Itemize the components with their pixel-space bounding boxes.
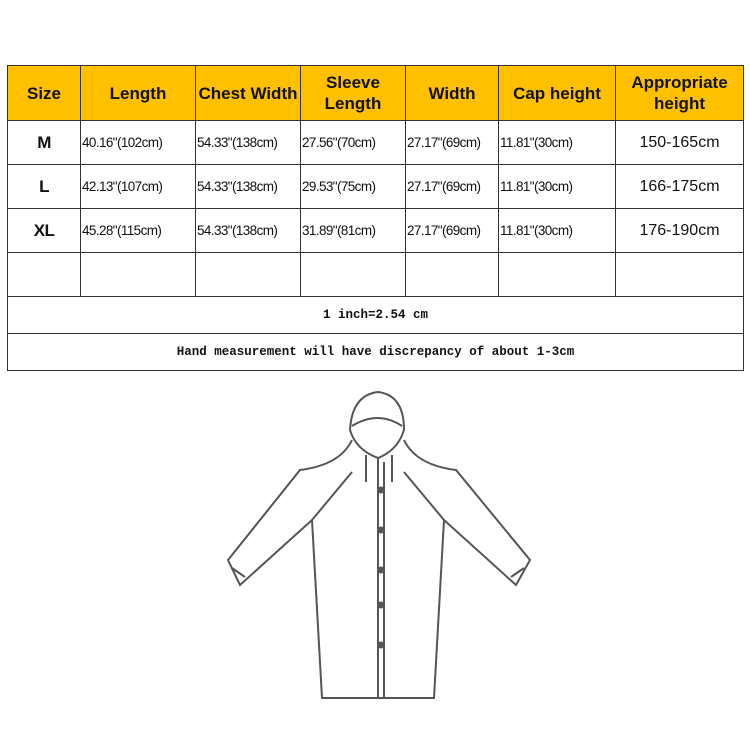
length-cell: 40.16"(102cm) <box>80 120 196 165</box>
header-length: Length <box>80 65 196 121</box>
empty-cell <box>7 252 81 297</box>
buttons <box>377 486 385 649</box>
header-chest-width: Chest Width <box>195 65 301 121</box>
header-width: Width <box>405 65 499 121</box>
table-row: L 42.13"(107cm) 54.33"(138cm) 29.53"(75c… <box>7 164 744 209</box>
cap-height-cell: 11.81"(30cm) <box>498 208 616 253</box>
cap-height-cell: 11.81"(30cm) <box>498 164 616 209</box>
sleeve-length-cell: 29.53"(75cm) <box>300 164 406 209</box>
cap-height-cell: 11.81"(30cm) <box>498 120 616 165</box>
chest-width-cell: 54.33"(138cm) <box>195 120 301 165</box>
header-row: Size Length Chest Width Sleeve Length Wi… <box>7 65 744 121</box>
raincoat-illustration <box>226 390 532 699</box>
sleeve-seams <box>231 471 525 578</box>
table-row: M 40.16"(102cm) 54.33"(138cm) 27.56"(70c… <box>7 120 744 165</box>
header-sleeve-length: Sleeve Length <box>300 65 406 121</box>
unit-conversion-note: 1 inch=2.54 cm <box>7 296 744 334</box>
appropriate-height-cell: 166-175cm <box>615 164 744 209</box>
sleeve-length-cell: 31.89"(81cm) <box>300 208 406 253</box>
width-cell: 27.17"(69cm) <box>405 164 499 209</box>
note-row: Hand measurement will have discrepancy o… <box>7 333 744 371</box>
length-cell: 42.13"(107cm) <box>80 164 196 209</box>
header-cap-height: Cap height <box>498 65 616 121</box>
hood-brim <box>351 417 403 427</box>
empty-row <box>7 252 744 297</box>
table-row: XL 45.28"(115cm) 54.33"(138cm) 31.89"(81… <box>7 208 744 253</box>
size-chart-table: Size Length Chest Width Sleeve Length Wi… <box>7 65 744 371</box>
measurement-note: Hand measurement will have discrepancy o… <box>7 333 744 371</box>
placket <box>377 458 385 698</box>
size-cell: XL <box>7 208 81 253</box>
empty-cell <box>405 252 499 297</box>
appropriate-height-cell: 150-165cm <box>615 120 744 165</box>
hood-outline <box>348 390 406 460</box>
size-cell: M <box>7 120 81 165</box>
width-cell: 27.17"(69cm) <box>405 208 499 253</box>
empty-cell <box>300 252 406 297</box>
header-size: Size <box>7 65 81 121</box>
empty-cell <box>195 252 301 297</box>
sleeve-length-cell: 27.56"(70cm) <box>300 120 406 165</box>
length-cell: 45.28"(115cm) <box>80 208 196 253</box>
note-row: 1 inch=2.54 cm <box>7 296 744 334</box>
chest-width-cell: 54.33"(138cm) <box>195 208 301 253</box>
size-cell: L <box>7 164 81 209</box>
appropriate-height-cell: 176-190cm <box>615 208 744 253</box>
empty-cell <box>80 252 196 297</box>
drawstrings <box>365 455 393 482</box>
empty-cell <box>615 252 744 297</box>
chest-width-cell: 54.33"(138cm) <box>195 164 301 209</box>
width-cell: 27.17"(69cm) <box>405 120 499 165</box>
empty-cell <box>498 252 616 297</box>
header-appropriate-height: Appropriate height <box>615 65 744 121</box>
